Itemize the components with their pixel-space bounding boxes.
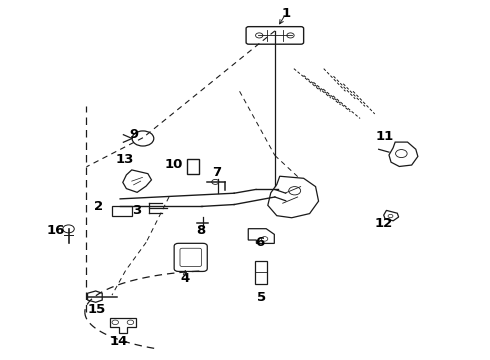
Text: 6: 6: [255, 236, 264, 249]
Text: 8: 8: [196, 225, 205, 238]
Text: 1: 1: [281, 8, 290, 21]
Text: 10: 10: [164, 158, 182, 171]
Text: 7: 7: [212, 166, 221, 179]
Text: 3: 3: [132, 204, 141, 217]
Text: 15: 15: [87, 303, 105, 316]
Text: 14: 14: [110, 335, 128, 348]
Text: 16: 16: [47, 225, 65, 238]
Text: 5: 5: [257, 291, 266, 303]
Text: 13: 13: [115, 153, 134, 166]
Text: 4: 4: [181, 272, 190, 285]
Text: 11: 11: [376, 130, 394, 143]
Text: 12: 12: [374, 217, 392, 230]
Text: 2: 2: [94, 200, 103, 213]
Text: 9: 9: [130, 128, 139, 141]
